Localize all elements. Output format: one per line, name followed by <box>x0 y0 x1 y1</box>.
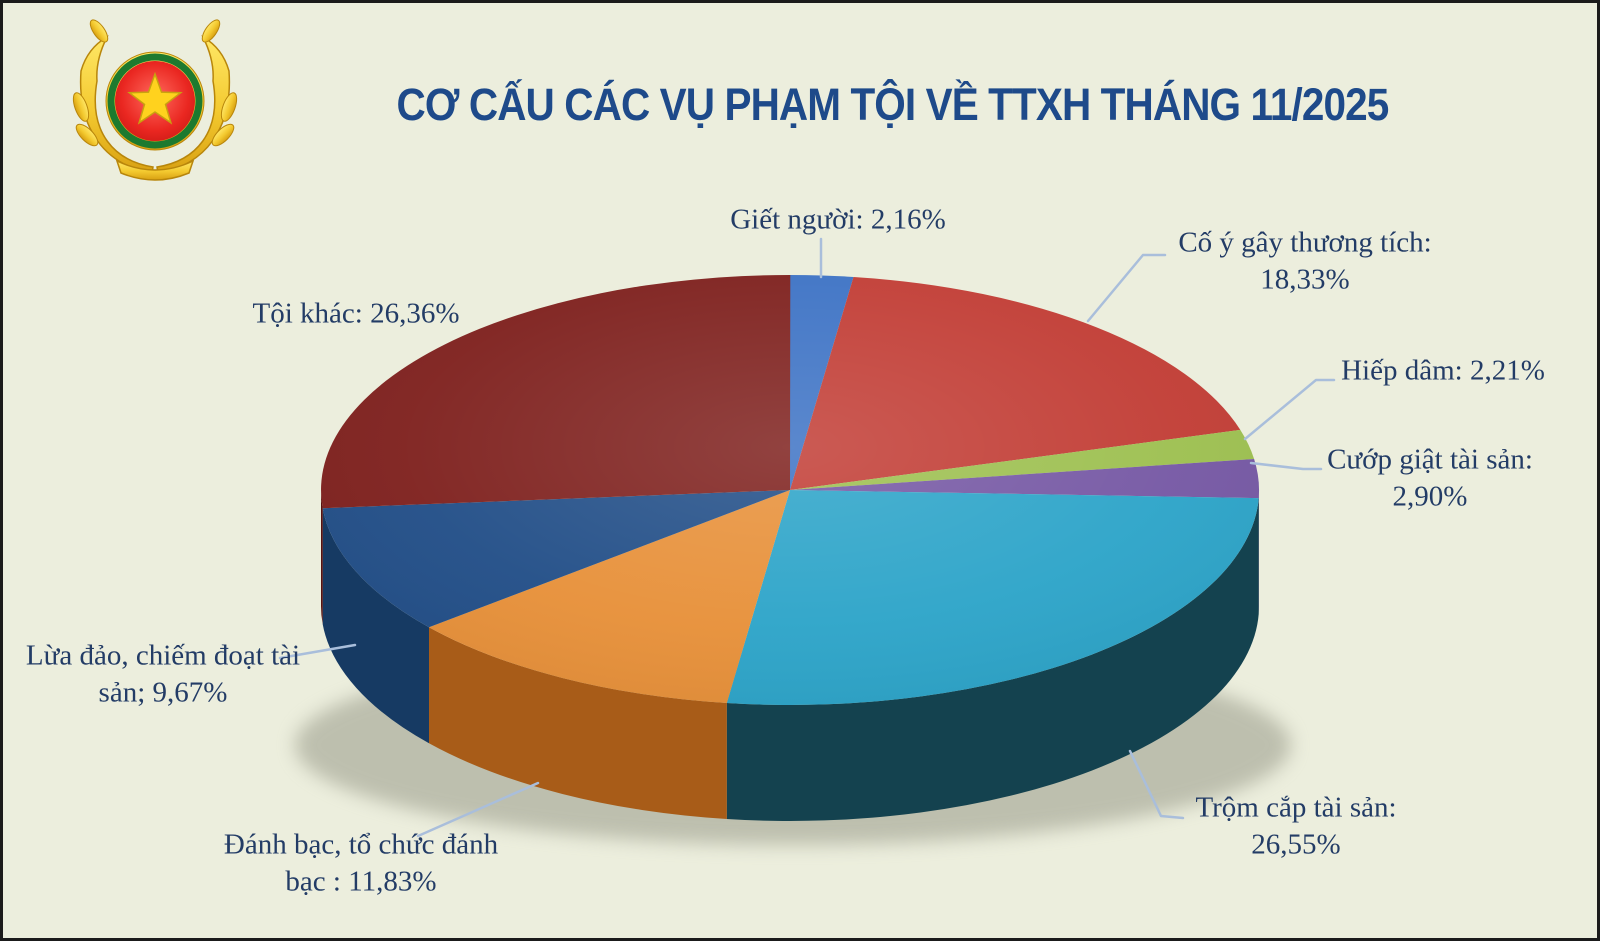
slice-label-line: sản; 9,67% <box>98 676 228 708</box>
chart-title: CƠ CẤU CÁC VỤ PHẠM TỘI VỀ TTXH THÁNG 11/… <box>396 79 1390 130</box>
leader-line-trom-cap-tai-san <box>1128 749 1185 820</box>
slice-label-line: 2,90% <box>1392 480 1468 512</box>
slice-label-line: Tội khác: 26,36% <box>252 297 460 330</box>
leader-line-cuop-giat-tai-san <box>1249 461 1323 471</box>
pie-slice-side-toi-khac <box>321 490 323 625</box>
slice-label-lua-dao: Lừa đảo, chiếm đoạt tài sản; 9,67% <box>26 637 300 710</box>
slice-label-line: 18,33% <box>1260 263 1350 295</box>
slice-label-hiep-dam: Hiếp dâm: 2,21% <box>1341 353 1545 390</box>
leader-line-hiep-dam <box>1243 378 1336 441</box>
badge-green-ring <box>107 53 203 149</box>
slice-label-danh-bac: Đánh bạc, tổ chức đánh bạc : 11,83% <box>224 826 498 899</box>
leader-line-lua-dao <box>278 643 357 660</box>
slice-label-giet-nguoi: Giết người: 2,16% <box>730 202 946 239</box>
slice-label-trom-cap-tai-san: Trộm cắp tài sản: 26,55% <box>1195 789 1396 862</box>
slice-label-line: Lừa đảo, chiếm đoạt tài <box>25 639 301 672</box>
slice-label-line: bạc : 11,83% <box>285 865 437 897</box>
slice-label-line: Giết người: 2,16% <box>730 203 946 236</box>
slice-label-line: Cướp giật tài sản: <box>1327 443 1533 476</box>
leader-line-co-y-gay-thuong-tich <box>1086 253 1167 323</box>
slice-label-line: 26,55% <box>1251 828 1341 860</box>
slice-label-line: Hiếp dâm: 2,21% <box>1341 354 1545 387</box>
leader-line-danh-bac <box>416 781 540 838</box>
slice-label-line: Đánh bạc, tổ chức đánh <box>223 828 499 861</box>
police-emblem-icon <box>72 19 238 181</box>
slice-label-line: Trộm cắp tài sản: <box>1195 791 1397 824</box>
slice-label-co-y-gay-thuong-tich: Cố ý gây thương tích: 18,33% <box>1178 224 1431 297</box>
gold-star-icon <box>127 71 183 125</box>
slice-label-cuop-giat-tai-san: Cướp giật tài sản: 2,90% <box>1327 441 1533 514</box>
pie-slice-side-trom-cap-tai-san <box>726 498 1259 821</box>
laurel-wreath <box>72 19 238 181</box>
slice-label-line: Cố ý gây thương tích: <box>1178 226 1432 259</box>
slice-label-toi-khac: Tội khác: 26,36% <box>253 296 460 333</box>
